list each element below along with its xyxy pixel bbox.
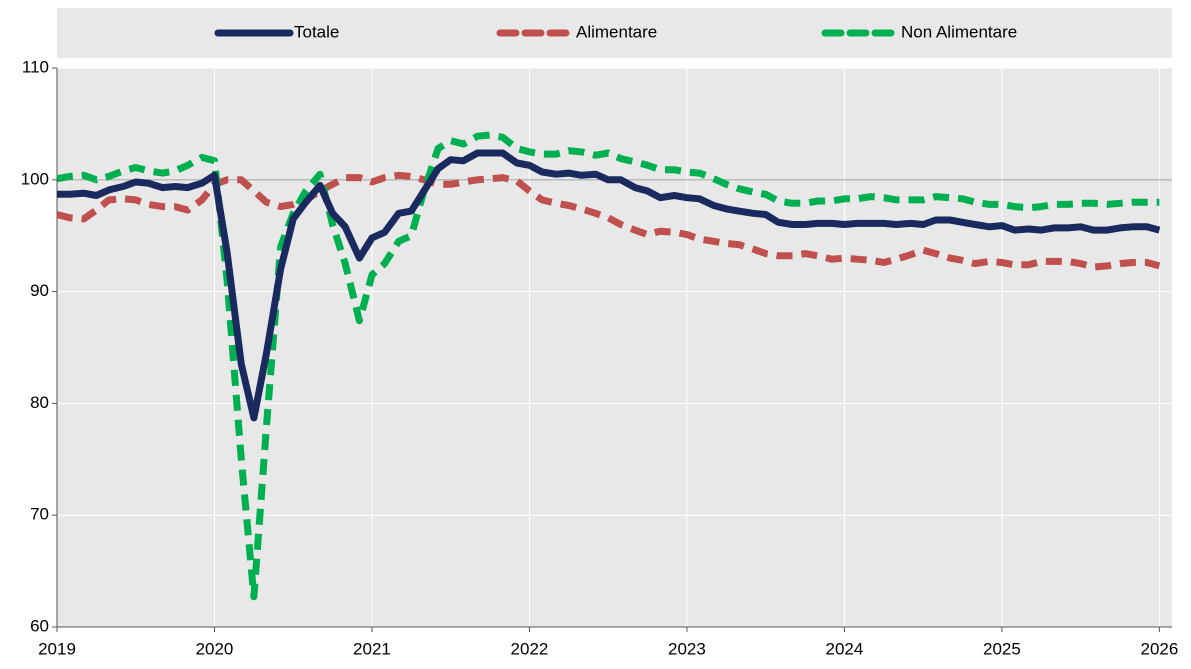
y-tick-label: 70 (30, 505, 49, 524)
x-tick-label: 2024 (826, 639, 864, 658)
x-tick-label: 2023 (668, 639, 706, 658)
legend-label: Non Alimentare (901, 22, 1017, 41)
y-tick-label: 60 (30, 616, 49, 635)
x-tick-label: 2025 (983, 639, 1021, 658)
y-tick-label: 100 (21, 169, 49, 188)
legend-label: Totale (294, 22, 339, 41)
x-tick-label: 2021 (353, 639, 391, 658)
x-tick-label: 2022 (511, 639, 549, 658)
series-line (56, 171, 1161, 271)
y-tick-label: 110 (22, 57, 49, 76)
x-tick-label: 2020 (196, 639, 234, 658)
x-tick-label: 2026 (1140, 639, 1178, 658)
series-line (57, 149, 1161, 422)
plot-background (57, 68, 1172, 627)
y-tick-label: 90 (30, 281, 49, 300)
y-tick-label: 80 (30, 393, 49, 412)
legend-label: Alimentare (576, 22, 657, 41)
series-line (56, 131, 1160, 601)
x-tick-label: 2019 (38, 639, 76, 658)
